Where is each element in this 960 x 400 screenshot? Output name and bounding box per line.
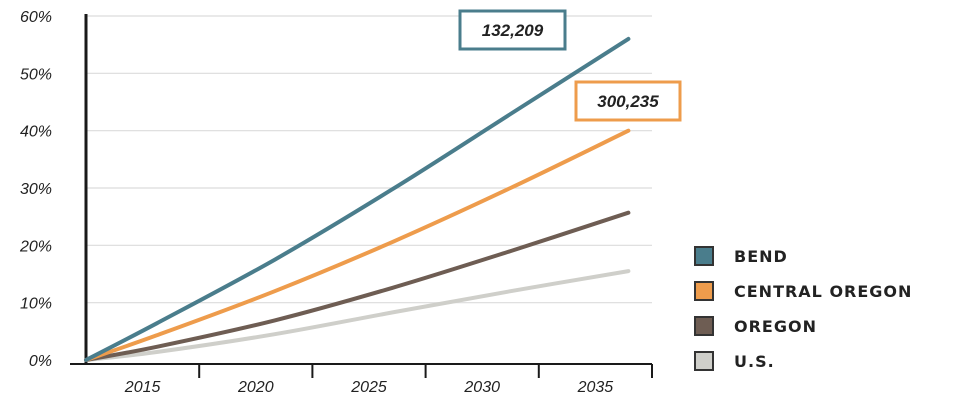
legend-item-us: U.S. [694,349,912,373]
y-tick-label: 60% [20,9,52,26]
annotation-box-0 [458,9,567,51]
legend-swatch-oregon [694,316,714,336]
y-tick-label: 0% [29,353,52,370]
y-tick-label: 40% [20,124,52,141]
legend-item-bend: BEND [694,244,912,268]
y-tick-label: 30% [20,181,52,198]
y-tick-label: 50% [20,66,52,83]
legend-label-us: U.S. [734,351,775,371]
legend-label-bend: BEND [734,246,788,266]
series-line-bend [84,36,631,362]
x-tick-label: 2030 [463,379,500,396]
legend-label-oregon: OREGON [734,316,817,336]
annotations: 132,209 300,235 [458,9,682,122]
axes: 0% 10% 20% 30% 40% 50% 60% 2015 2020 2025 2030 2035 [19,9,653,396]
legend: BEND CENTRAL OREGON OREGON U.S. [694,244,912,373]
y-tick-label: 20% [19,238,52,255]
x-tick-label: 2035 [577,379,614,396]
gridlines [86,15,652,304]
series-line-u-s [84,269,631,362]
legend-swatch-bend [694,246,714,266]
series-line-oregon [84,210,631,362]
legend-swatch-us [694,351,714,371]
y-tick-label: 10% [20,296,52,313]
legend-item-oregon: OREGON [694,314,912,338]
legend-swatch-central-oregon [694,281,714,301]
legend-label-central-oregon: CENTRAL OREGON [734,281,913,301]
legend-item-central-oregon: CENTRAL OREGON [694,279,912,303]
annotation-box-1 [574,80,682,122]
series-line-central-oregon [84,128,631,362]
x-tick-label: 2015 [124,379,161,396]
annotation-label: 300,235 [597,92,659,111]
annotation-label: 132,209 [482,21,544,40]
x-tick-label: 2020 [237,379,274,396]
series-lines [84,36,631,362]
x-tick-label: 2025 [350,379,387,396]
